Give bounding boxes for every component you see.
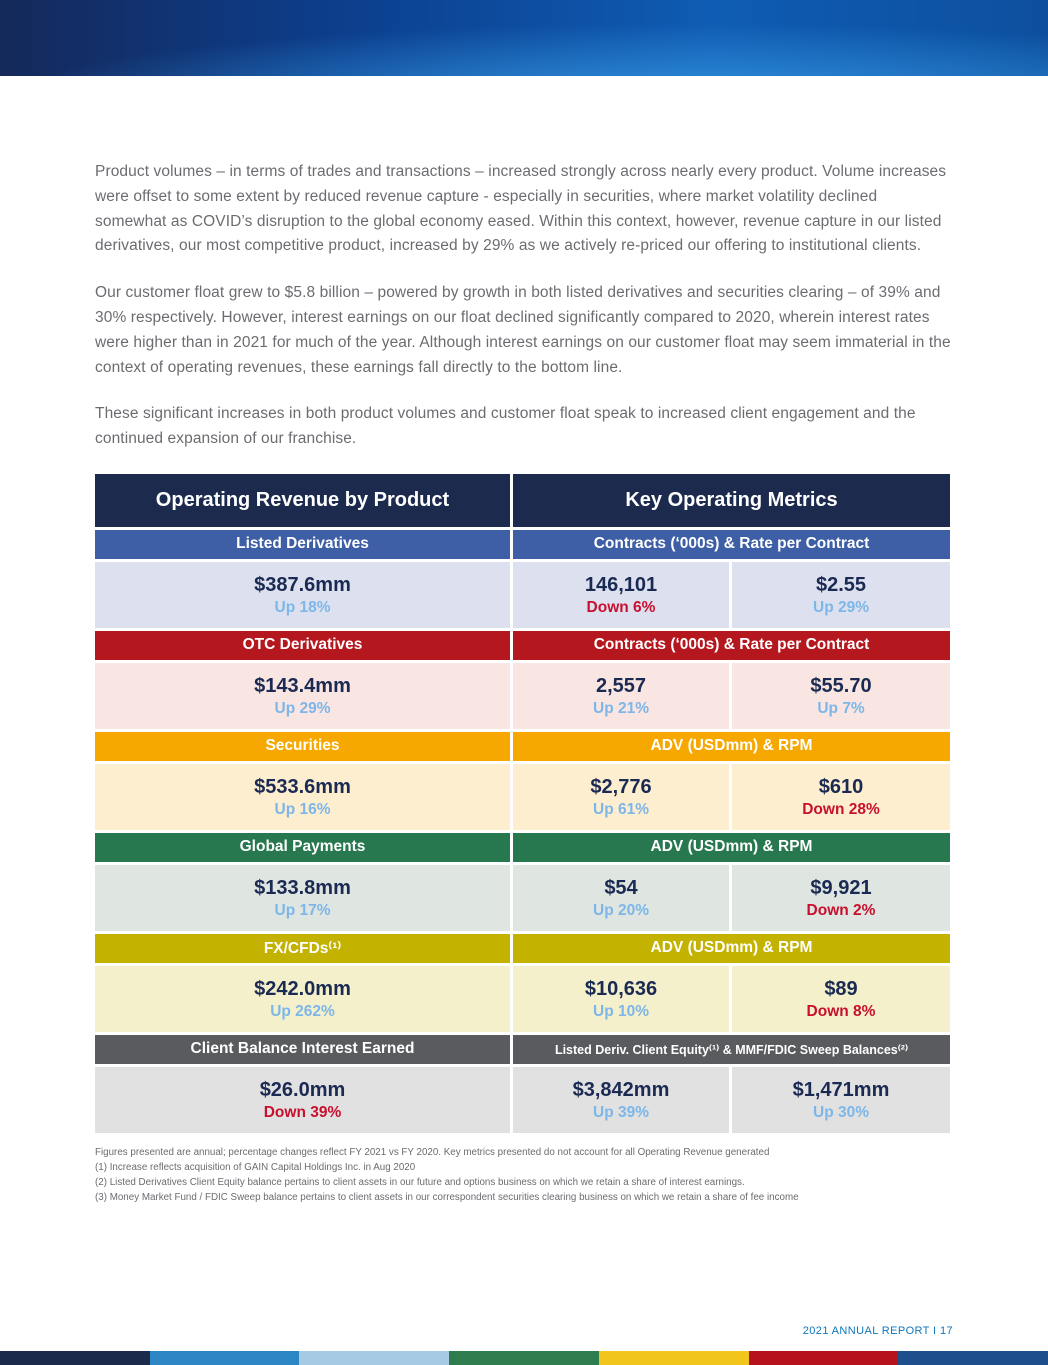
body-paragraph: Product volumes – in terms of trades and… — [95, 163, 947, 255]
metric-value: $610 — [818, 776, 864, 799]
metric-value: $2.55 — [815, 574, 867, 597]
metric-change: Up 20% — [593, 902, 649, 920]
metric-value: $54 — [604, 877, 638, 900]
metric-value: 146,101 — [584, 574, 658, 597]
product-band-client-balance: Client Balance Interest Earned — [95, 1034, 510, 1064]
metric-cell: $89 Down 8% — [732, 965, 950, 1032]
metric-cell: $610 Down 28% — [732, 763, 950, 830]
footnote-line: Figures presented are annual; percentage… — [95, 1146, 770, 1158]
strip-segment — [898, 1351, 1048, 1365]
strip-segment — [748, 1351, 899, 1365]
revenue-cell: $133.8mm Up 17% — [95, 864, 510, 931]
body-paragraph: Our customer float grew to $5.8 billion … — [95, 284, 951, 376]
metric-cell: $54 Up 20% — [513, 864, 729, 931]
metric-cell: $10,636 Up 10% — [513, 965, 729, 1032]
metric-change: Down 8% — [806, 1003, 876, 1021]
metric-value: $9,921 — [810, 877, 872, 900]
metric-change: Up 30% — [813, 1104, 869, 1122]
revenue-cell: $143.4mm Up 29% — [95, 662, 510, 729]
metric-cell: 146,101 Down 6% — [513, 561, 729, 628]
revenue-change: Up 18% — [274, 599, 331, 617]
metric-value: $2,776 — [590, 776, 652, 799]
metric-band-fx-cfds: ADV (USDmm) & RPM — [513, 933, 950, 963]
body-paragraph: These significant increases in both prod… — [95, 405, 916, 448]
revenue-change: Up 17% — [274, 902, 331, 920]
revenue-cell: $387.6mm Up 18% — [95, 561, 510, 628]
product-band-securities: Securities — [95, 731, 510, 761]
table-header-revenue: Operating Revenue by Product — [95, 473, 510, 527]
metric-value: $55.70 — [810, 675, 872, 698]
strip-segment — [449, 1351, 599, 1365]
metric-band-client-balance: Listed Deriv. Client Equity⁽¹⁾ & MMF/FDI… — [513, 1034, 950, 1064]
metric-cell: $2,776 Up 61% — [513, 763, 729, 830]
revenue-cell: $26.0mm Down 39% — [95, 1066, 510, 1133]
metric-cell: $2.55 Up 29% — [732, 561, 950, 628]
strip-segment — [149, 1351, 300, 1365]
revenue-value: $387.6mm — [254, 574, 351, 597]
metric-band-global-payments: ADV (USDmm) & RPM — [513, 832, 950, 862]
metric-change: Up 29% — [813, 599, 869, 617]
footnote-line: (2) Listed Derivatives Client Equity bal… — [95, 1177, 745, 1189]
revenue-value: $242.0mm — [254, 978, 351, 1001]
revenue-change: Up 29% — [274, 700, 331, 718]
revenue-value: $533.6mm — [254, 776, 351, 799]
metric-cell: $55.70 Up 7% — [732, 662, 950, 729]
metric-cell: $1,471mm Up 30% — [732, 1066, 950, 1133]
strip-segment — [598, 1351, 749, 1365]
metric-band-listed-derivatives: Contracts (‘000s) & Rate per Contract — [513, 529, 950, 559]
product-band-fx-cfds: FX/CFDs⁽¹⁾ — [95, 933, 510, 963]
metric-value: 2,557 — [595, 675, 647, 698]
metric-change: Down 2% — [806, 902, 876, 920]
metric-band-otc-derivatives: Contracts (‘000s) & Rate per Contract — [513, 630, 950, 660]
revenue-value: $143.4mm — [254, 675, 351, 698]
metric-band-securities: ADV (USDmm) & RPM — [513, 731, 950, 761]
metric-change: Down 6% — [586, 599, 656, 617]
metric-change: Up 7% — [817, 700, 865, 718]
strip-segment — [0, 1351, 150, 1365]
metric-value: $10,636 — [584, 978, 658, 1001]
metric-change: Up 61% — [593, 801, 649, 819]
revenue-value: $26.0mm — [259, 1079, 346, 1102]
product-band-otc-derivatives: OTC Derivatives — [95, 630, 510, 660]
revenue-change: Down 39% — [263, 1104, 342, 1122]
operating-metrics-table: Operating Revenue by Product Key Operati… — [95, 473, 953, 1133]
strip-segment — [299, 1351, 450, 1365]
metric-value: $1,471mm — [792, 1079, 890, 1102]
revenue-value: $133.8mm — [254, 877, 351, 900]
revenue-change: Up 262% — [270, 1003, 335, 1021]
page-number-label: 2021 ANNUAL REPORT I 17 — [802, 1325, 953, 1337]
metric-cell: $9,921 Down 2% — [732, 864, 950, 931]
product-band-listed-derivatives: Listed Derivatives — [95, 529, 510, 559]
footnote-line: (1) Increase reflects acquisition of GAI… — [95, 1162, 416, 1174]
metric-value: $89 — [824, 978, 858, 1001]
metric-value: $3,842mm — [572, 1079, 670, 1102]
metric-change: Up 10% — [593, 1003, 649, 1021]
metric-change: Down 28% — [802, 801, 880, 819]
header-gradient-band — [0, 0, 1048, 76]
metric-cell: 2,557 Up 21% — [513, 662, 729, 729]
revenue-change: Up 16% — [274, 801, 331, 819]
page-content: Product volumes – in terms of trades and… — [95, 76, 953, 1206]
bottom-color-strip — [0, 1351, 1048, 1365]
metric-cell: $3,842mm Up 39% — [513, 1066, 729, 1133]
footnotes: Figures presented are annual; percentage… — [95, 1145, 953, 1206]
revenue-cell: $533.6mm Up 16% — [95, 763, 510, 830]
table-header-metrics: Key Operating Metrics — [513, 473, 950, 527]
metric-change: Up 21% — [593, 700, 649, 718]
footnote-line: (3) Money Market Fund / FDIC Sweep balan… — [95, 1192, 799, 1204]
revenue-cell: $242.0mm Up 262% — [95, 965, 510, 1032]
metric-change: Up 39% — [593, 1104, 649, 1122]
product-band-global-payments: Global Payments — [95, 832, 510, 862]
